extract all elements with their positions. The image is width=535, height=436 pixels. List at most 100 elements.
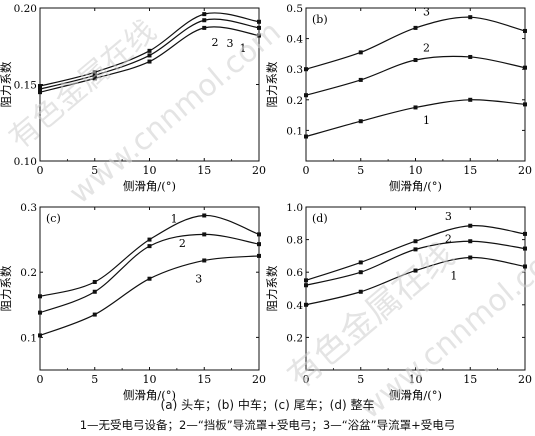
data-point	[413, 58, 418, 63]
y-tick-label: 0.1	[286, 125, 303, 137]
y-tick-label: 1.0	[286, 202, 303, 214]
x-tick-label: 20	[252, 164, 266, 177]
data-point	[413, 25, 418, 30]
chart-panel-4: 0 5 10 15 20 0.2 0.4 0.6 0.8 1.0 侧滑角/(°) 阻力系数 (d) 1 2 3	[265, 202, 532, 402]
y-tick-label: 0.10	[14, 156, 37, 168]
data-point	[38, 333, 42, 338]
data-point	[304, 278, 308, 283]
x-tick-label: 5	[91, 164, 98, 177]
series-label-1: 1	[240, 42, 247, 55]
data-point	[38, 310, 42, 315]
data-point	[257, 33, 261, 38]
chart-panel-2: 0 5 10 15 20 0.1 0.2 0.3 0.4 0.5 侧滑角/(°) 阻力系数 (b) 1 2 3	[265, 3, 532, 193]
data-point	[147, 237, 152, 242]
series-label-3: 3	[227, 37, 234, 50]
data-point	[358, 77, 363, 82]
x-axis-label: 侧滑角/(°)	[389, 179, 442, 193]
data-point	[468, 255, 473, 260]
y-tick-label: 0.3	[20, 202, 37, 214]
data-point	[202, 18, 207, 23]
x-tick-label: 10	[409, 164, 423, 177]
panel-label: (b)	[312, 13, 328, 26]
plot-frame	[39, 206, 260, 371]
data-point	[202, 25, 207, 30]
data-point	[38, 87, 42, 92]
series-label-3: 3	[445, 210, 452, 223]
data-point	[147, 276, 152, 281]
x-tick-label: 20	[252, 373, 266, 386]
y-tick-label: 0.2	[286, 95, 303, 107]
data-point	[468, 15, 473, 20]
data-point	[358, 50, 363, 55]
series-line-1	[305, 256, 526, 306]
data-point	[468, 223, 473, 228]
data-point	[523, 264, 527, 269]
data-point	[523, 246, 527, 251]
series-line-2	[305, 55, 526, 96]
plot-frame	[305, 206, 526, 371]
data-point	[92, 279, 97, 284]
data-point	[468, 239, 473, 244]
data-point	[413, 247, 418, 252]
y-tick-label: 0.20	[14, 3, 37, 15]
panel-label: (c)	[46, 212, 61, 225]
data-point	[92, 76, 97, 81]
x-tick-label: 0	[37, 373, 44, 386]
series-label-2: 2	[212, 36, 219, 49]
series-line-1	[39, 214, 260, 297]
data-point	[147, 59, 152, 64]
series-label-3: 3	[195, 272, 202, 285]
y-tick-label: 0.5	[286, 3, 303, 15]
data-point	[304, 67, 308, 72]
data-point	[147, 48, 152, 53]
data-point	[358, 270, 363, 275]
x-tick-label: 20	[518, 164, 532, 177]
data-point	[202, 213, 207, 218]
data-point	[38, 294, 42, 299]
x-axis-label: 侧滑角/(°)	[123, 388, 176, 402]
x-axis-label: 侧滑角/(°)	[389, 388, 442, 402]
series-line-1	[305, 99, 526, 138]
x-tick-label: 0	[37, 164, 44, 177]
y-axis-label: 阻力系数	[0, 265, 13, 311]
x-axis-label: 侧滑角/(°)	[123, 179, 176, 193]
y-tick-label: 0.6	[286, 267, 303, 279]
data-point	[202, 232, 207, 237]
y-tick-label: 0.15	[14, 80, 37, 92]
y-axis-label: 阻力系数	[265, 61, 279, 107]
x-tick-label: 0	[303, 164, 310, 177]
x-tick-label: 15	[463, 373, 477, 386]
x-tick-label: 20	[518, 373, 532, 386]
data-point	[468, 97, 473, 102]
data-point	[523, 102, 527, 107]
data-point	[147, 53, 152, 58]
y-axis-label: 阻力系数	[0, 61, 13, 107]
data-point	[358, 289, 363, 294]
data-point	[257, 242, 261, 247]
data-point	[38, 90, 42, 95]
chart-panel-3: 0 5 10 15 20 0.1 0.2 0.3 侧滑角/(°) 阻力系数 (c) 12 3	[0, 202, 266, 402]
series-label-2: 2	[445, 232, 452, 245]
data-point	[304, 93, 308, 98]
y-axis-label: 阻力系数	[265, 265, 279, 311]
chart-panel-1: 0 5 10 15 20 0.10 0.15 0.20 侧滑角/(°) 阻力系数 1 2 3	[0, 3, 266, 193]
data-point	[92, 289, 97, 294]
data-point	[304, 134, 308, 139]
y-tick-label: 0.1	[20, 332, 37, 344]
series-label-2: 2	[179, 237, 186, 250]
y-tick-label: 0.4	[286, 34, 303, 46]
x-tick-label: 10	[143, 164, 157, 177]
plot-frame	[305, 7, 526, 162]
data-point	[257, 232, 261, 237]
y-tick-label: 0.3	[286, 64, 303, 76]
y-tick-label: 0.4	[286, 300, 303, 312]
subplot-caption: (a) 头车；(b) 中车；(c) 尾车；(d) 整车	[160, 398, 375, 412]
y-tick-label: 0.2	[286, 332, 303, 344]
x-tick-label: 15	[197, 373, 211, 386]
series-label-2: 2	[423, 41, 430, 54]
data-point	[523, 28, 527, 33]
data-point	[413, 268, 418, 273]
data-point	[257, 253, 261, 258]
data-point	[304, 283, 308, 288]
data-point	[304, 302, 308, 307]
